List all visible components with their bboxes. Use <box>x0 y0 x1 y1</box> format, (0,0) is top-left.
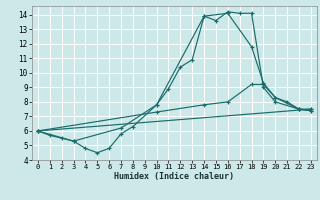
X-axis label: Humidex (Indice chaleur): Humidex (Indice chaleur) <box>115 172 234 181</box>
